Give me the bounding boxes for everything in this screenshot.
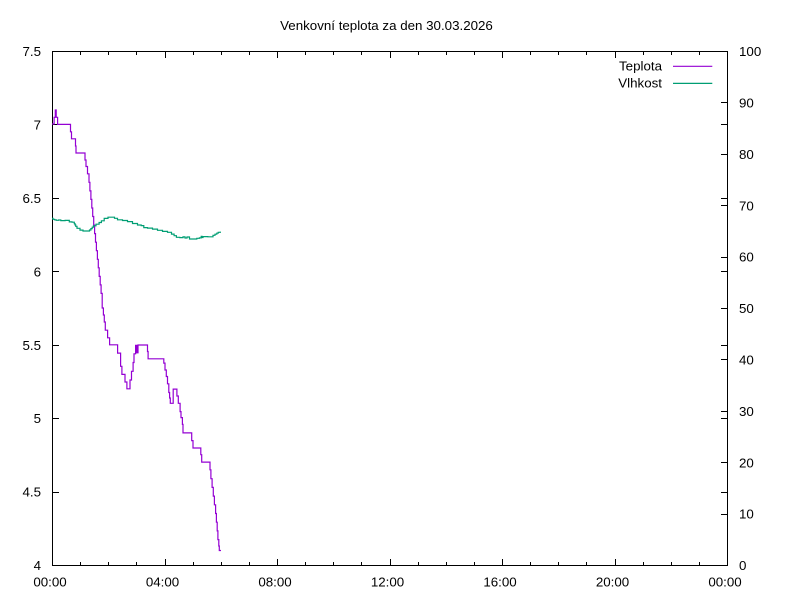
- svg-text:50: 50: [739, 301, 754, 316]
- svg-text:5.5: 5.5: [22, 338, 41, 353]
- svg-text:100: 100: [739, 44, 761, 59]
- svg-text:30: 30: [739, 404, 754, 419]
- svg-text:90: 90: [739, 96, 754, 111]
- svg-text:16:00: 16:00: [483, 575, 516, 590]
- svg-text:7.5: 7.5: [22, 44, 41, 59]
- svg-text:4: 4: [34, 558, 42, 573]
- svg-text:Venkovní teplota za den 30.03.: Venkovní teplota za den 30.03.2026: [280, 18, 493, 33]
- svg-text:7: 7: [34, 118, 41, 133]
- svg-text:Vlhkost: Vlhkost: [618, 75, 662, 90]
- svg-text:6: 6: [34, 264, 41, 279]
- svg-text:04:00: 04:00: [146, 575, 179, 590]
- svg-text:12:00: 12:00: [371, 575, 404, 590]
- svg-text:20:00: 20:00: [596, 575, 629, 590]
- svg-text:00:00: 00:00: [708, 575, 741, 590]
- svg-text:5: 5: [34, 411, 41, 426]
- svg-text:20: 20: [739, 455, 754, 470]
- svg-text:10: 10: [739, 507, 754, 522]
- svg-text:0: 0: [739, 558, 746, 573]
- svg-text:6.5: 6.5: [22, 191, 41, 206]
- svg-text:70: 70: [739, 198, 754, 213]
- svg-text:Teplota: Teplota: [619, 59, 663, 74]
- svg-text:4.5: 4.5: [22, 485, 41, 500]
- svg-text:00:00: 00:00: [33, 575, 66, 590]
- svg-text:08:00: 08:00: [258, 575, 291, 590]
- svg-text:80: 80: [739, 147, 754, 162]
- svg-text:60: 60: [739, 250, 754, 265]
- svg-text:40: 40: [739, 353, 754, 368]
